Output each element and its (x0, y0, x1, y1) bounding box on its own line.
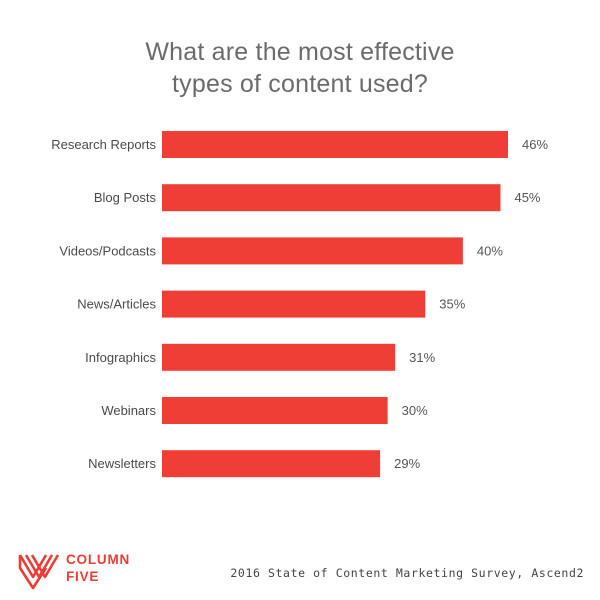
category-label: Blog Posts (94, 190, 157, 205)
bar (162, 450, 381, 478)
logo-line-2: FIVE (66, 569, 100, 584)
value-label: 29% (394, 456, 420, 471)
bar (162, 343, 396, 371)
chart-title-line-2: types of content used? (172, 70, 428, 98)
category-label: Newsletters (88, 456, 156, 471)
bar (162, 184, 501, 212)
value-label: 40% (477, 243, 503, 258)
value-label: 31% (409, 350, 435, 365)
value-label: 45% (514, 190, 540, 205)
bar (162, 397, 388, 424)
column-five-logo-icon (18, 554, 60, 590)
category-label: News/Articles (77, 297, 156, 312)
bar (162, 131, 508, 158)
category-label: Webinars (101, 403, 156, 418)
logo-line-1: COLUMN (66, 552, 131, 567)
chart-title-line-1: What are the most effective (145, 38, 455, 66)
source-citation: 2016 State of Content Marketing Survey, … (230, 566, 584, 580)
value-label: 35% (439, 297, 465, 312)
chart-title: What are the most effective types of con… (0, 36, 600, 100)
category-label: Videos/Podcasts (59, 243, 156, 258)
logo-wordmark: COLUMN FIVE (66, 551, 130, 585)
category-label: Infographics (85, 350, 156, 365)
bar (162, 237, 463, 265)
bar (162, 290, 426, 318)
value-label: 30% (402, 403, 428, 418)
category-label: Research Reports (51, 137, 156, 152)
column-five-logo: COLUMN FIVE (18, 546, 158, 592)
value-label: 46% (522, 137, 548, 152)
